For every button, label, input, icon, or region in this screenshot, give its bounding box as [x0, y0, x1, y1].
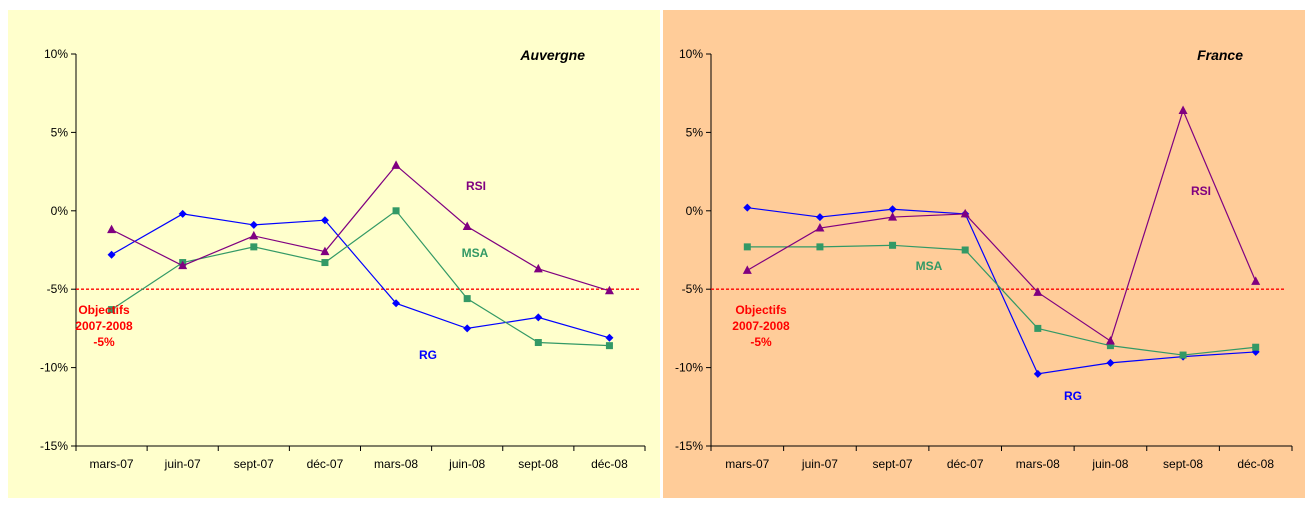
x-tick-label: juin-07 — [164, 457, 201, 471]
data-point-rsi — [391, 160, 401, 169]
data-point-rg — [463, 324, 472, 333]
objective-label-line: -5% — [750, 335, 772, 349]
series-label-rsi: RSI — [466, 179, 486, 193]
data-point-msa — [743, 243, 751, 251]
x-tick-label: déc-08 — [1237, 457, 1274, 471]
data-point-rsi — [249, 230, 259, 240]
data-point-msa — [108, 306, 116, 314]
x-tick-label: mars-07 — [725, 457, 769, 471]
data-point-rsi — [1105, 335, 1115, 345]
data-point-msa — [961, 246, 969, 254]
data-point-rg — [107, 250, 116, 259]
data-point-msa — [889, 241, 897, 249]
objective-label-line: Objectifs — [78, 303, 130, 317]
data-point-msa — [534, 339, 542, 347]
x-tick-label: juin-07 — [801, 457, 838, 471]
y-tick-label: 0% — [686, 204, 704, 218]
data-point-rg — [888, 205, 897, 214]
y-tick-label: -10% — [40, 361, 68, 375]
series-line-rg — [111, 213, 610, 339]
x-tick-label: sept-08 — [1163, 457, 1203, 471]
x-tick-label: juin-08 — [1091, 457, 1128, 471]
data-point-rsi — [1033, 287, 1043, 296]
data-point-rsi — [178, 260, 188, 270]
data-point-rsi — [533, 263, 543, 273]
data-point-rsi — [107, 224, 117, 234]
data-point-rg — [605, 333, 614, 342]
data-point-rg — [534, 313, 543, 322]
data-point-msa — [321, 259, 329, 267]
objective-label-line: Objectifs — [735, 303, 787, 317]
y-tick-label: 5% — [51, 125, 69, 139]
data-point-msa — [1106, 342, 1114, 350]
data-point-rg — [249, 220, 258, 229]
x-tick-label: sept-08 — [518, 457, 558, 471]
data-point-rg — [392, 299, 401, 308]
data-point-rg — [743, 203, 752, 212]
objective-label-line: 2007-2008 — [732, 319, 790, 333]
objective-label-line: 2007-2008 — [75, 319, 133, 333]
y-tick-label: -5% — [682, 282, 704, 296]
data-point-msa — [392, 207, 400, 215]
x-tick-label: juin-08 — [448, 457, 485, 471]
data-point-msa — [1179, 351, 1187, 359]
data-point-rg — [1033, 369, 1042, 378]
y-tick-label: 10% — [679, 47, 703, 61]
data-point-rg — [320, 216, 329, 225]
data-point-rsi — [1178, 105, 1188, 114]
data-point-rg — [1106, 358, 1115, 367]
y-tick-label: -5% — [47, 282, 69, 296]
series-label-rg: RG — [1064, 389, 1082, 403]
data-point-msa — [1034, 324, 1042, 332]
data-point-rsi — [1251, 276, 1261, 285]
chart-auvergne: 10% 5% 0% -5% -10% -15% mars-07 juin-07 sept-07 d… — [40, 47, 646, 471]
data-point-msa — [1252, 343, 1260, 351]
data-point-rg — [178, 209, 187, 218]
series-line-msa — [111, 209, 610, 347]
series-label-msa: MSA — [916, 259, 943, 273]
data-point-rsi — [604, 285, 614, 295]
data-point-msa — [816, 243, 824, 251]
data-point-msa — [605, 342, 613, 350]
series-line-msa — [747, 244, 1256, 356]
y-tick-label: 5% — [686, 125, 704, 139]
chart-france: 10% 5% 0% -5% -10% -15% mars-07 juin-07 sept-07 d… — [675, 47, 1293, 471]
data-point-rsi — [320, 246, 330, 256]
series-line-rsi — [111, 164, 610, 292]
data-point-rsi — [462, 221, 472, 230]
data-point-rsi — [742, 265, 752, 274]
series-line-rsi — [747, 108, 1257, 342]
series-label-msa: MSA — [462, 246, 489, 260]
y-tick-label: -10% — [675, 361, 703, 375]
y-tick-label: -15% — [675, 439, 703, 453]
series-label-rg: RG — [419, 348, 437, 362]
y-tick-label: 10% — [44, 47, 68, 61]
chart-panel-france: 10% 5% 0% -5% -10% -15% mars-07 juin-07 sept-07 d… — [663, 10, 1305, 498]
chart-panel-auvergne: 10% 5% 0% -5% -10% -15% mars-07 juin-07 sept-07 d… — [8, 10, 660, 498]
x-tick-label: mars-08 — [374, 457, 418, 471]
data-point-rsi — [888, 212, 898, 221]
x-tick-label: déc-08 — [591, 457, 628, 471]
series-line-rg — [747, 207, 1256, 375]
series-label-rsi: RSI — [1191, 184, 1211, 198]
x-tick-label: sept-07 — [873, 457, 913, 471]
x-tick-label: sept-07 — [234, 457, 274, 471]
x-tick-label: déc-07 — [947, 457, 984, 471]
data-point-rsi — [815, 223, 825, 232]
chart-title: Auvergne — [519, 47, 585, 63]
y-tick-label: -15% — [40, 439, 68, 453]
chart-title: France — [1197, 47, 1243, 63]
data-point-msa — [250, 243, 258, 251]
x-tick-label: mars-08 — [1016, 457, 1060, 471]
data-point-rsi — [960, 208, 970, 218]
data-point-rg — [815, 213, 824, 222]
x-tick-label: déc-07 — [307, 457, 344, 471]
y-tick-label: 0% — [51, 204, 69, 218]
data-point-msa — [463, 295, 471, 303]
x-tick-label: mars-07 — [90, 457, 134, 471]
objective-label-line: -5% — [93, 335, 115, 349]
